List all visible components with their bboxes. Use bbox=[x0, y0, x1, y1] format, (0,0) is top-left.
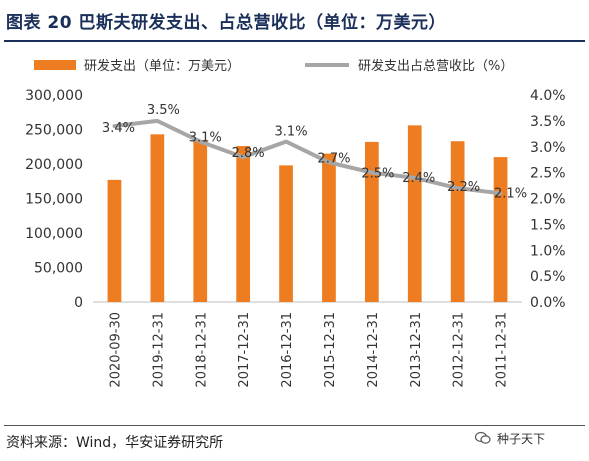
line-data-label: 3.4% bbox=[102, 121, 135, 136]
y-left-tick-label: 150,000 bbox=[25, 192, 83, 208]
watermark: 种子天下 bbox=[494, 429, 549, 448]
line-data-label: 3.1% bbox=[189, 131, 222, 146]
x-tick-label: 2019-12-31 bbox=[151, 312, 166, 388]
legend-bar-swatch bbox=[34, 60, 76, 70]
bar bbox=[364, 141, 379, 302]
y-right-tick-label: 3.5% bbox=[530, 114, 566, 130]
source-divider bbox=[4, 425, 585, 426]
source-note: 资料来源：Wind，华安证券研究所 bbox=[6, 435, 224, 451]
line-data-label: 2.2% bbox=[447, 180, 480, 195]
legend-line-label: 研发支出占总营收比（%） bbox=[358, 59, 514, 74]
y-right-tick-label: 3.0% bbox=[530, 140, 566, 156]
title-divider bbox=[4, 40, 585, 42]
line-data-label: 3.5% bbox=[147, 103, 180, 118]
x-tick-label: 2015-12-31 bbox=[323, 312, 338, 388]
line-data-label: 3.1% bbox=[275, 125, 308, 140]
bar bbox=[236, 146, 251, 302]
line-data-label: 2.8% bbox=[232, 146, 265, 161]
x-tick-label: 2018-12-31 bbox=[194, 312, 209, 388]
legend-bar-label: 研发支出（单位：万美元） bbox=[84, 59, 241, 74]
y-right-tick-label: 1.5% bbox=[530, 217, 566, 233]
legend-line-swatch bbox=[305, 63, 349, 67]
chart-legend: 研发支出（单位：万美元） 研发支出占总营收比（%） bbox=[0, 52, 589, 76]
x-tick-label: 2020-09-30 bbox=[108, 312, 123, 388]
line-data-label: 2.7% bbox=[317, 151, 350, 166]
x-tick-label: 2012-12-31 bbox=[452, 312, 467, 388]
bar bbox=[150, 134, 165, 302]
line-data-label: 2.5% bbox=[361, 167, 394, 182]
y-right-tick-label: 2.0% bbox=[530, 192, 566, 208]
y-right-tick-label: 2.5% bbox=[530, 166, 566, 182]
line-data-label: 2.4% bbox=[402, 171, 435, 186]
x-tick-label: 2017-12-31 bbox=[237, 312, 252, 388]
y-right-tick-label: 4.0% bbox=[530, 88, 566, 104]
bar bbox=[450, 141, 465, 302]
y-left-tick-label: 50,000 bbox=[34, 261, 83, 277]
x-tick-label: 2011-12-31 bbox=[495, 312, 510, 388]
combo-chart: 0 50,000 100,000 150,000 200,000 250,000 300,0… bbox=[25, 88, 566, 388]
y-right-tick-label: 1.0% bbox=[530, 243, 566, 259]
line-series bbox=[112, 118, 503, 196]
bar bbox=[107, 179, 122, 302]
x-tick-label: 2014-12-31 bbox=[366, 312, 381, 388]
x-tick-label: 2013-12-31 bbox=[409, 312, 424, 388]
bar bbox=[279, 165, 293, 302]
y-left-tick-label: 200,000 bbox=[25, 157, 83, 173]
y-left-tick-label: 250,000 bbox=[25, 123, 83, 139]
bar bbox=[193, 139, 208, 302]
y-left-tick-label: 0 bbox=[74, 295, 83, 311]
line-data-label: 2.1% bbox=[494, 186, 527, 201]
chart-title: 图表 20 巴斯夫研发支出、占总营收比（单位：万美元） bbox=[6, 13, 446, 33]
wechat-icon bbox=[475, 431, 491, 444]
bar bbox=[407, 125, 422, 302]
y-right-tick-label: 0.0% bbox=[530, 295, 566, 311]
y-right-tick-label: 0.5% bbox=[530, 269, 566, 285]
x-tick-label: 2016-12-31 bbox=[280, 312, 295, 388]
y-left-tick-label: 300,000 bbox=[25, 88, 83, 104]
bar bbox=[493, 157, 508, 302]
y-left-tick-label: 100,000 bbox=[25, 226, 83, 242]
bar bbox=[322, 153, 336, 302]
